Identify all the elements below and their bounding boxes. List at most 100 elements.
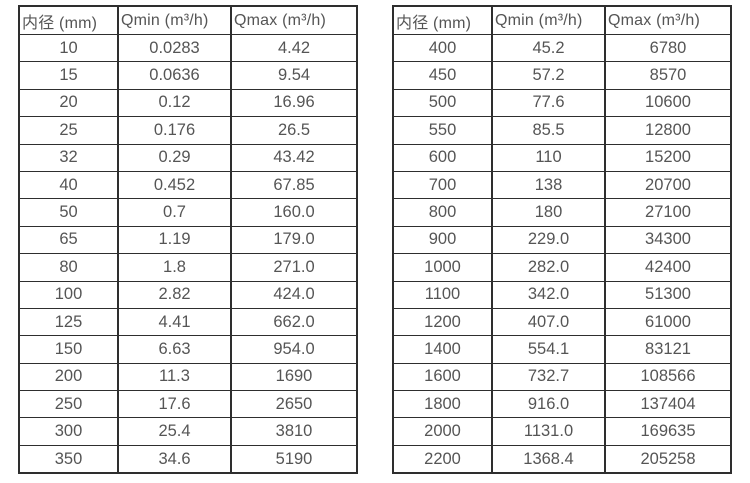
cell-qmin: 25.4 <box>117 417 232 446</box>
cell-qmax: 662.0 <box>230 307 358 337</box>
cell-inner-diameter: 15 <box>18 61 119 90</box>
cell-qmin: 57.2 <box>491 61 606 90</box>
table-row: 200 11.3 1690 <box>18 362 358 392</box>
cell-qmin: 11.3 <box>117 362 232 392</box>
cell-inner-diameter: 550 <box>392 116 493 145</box>
cell-qmin: 0.176 <box>117 116 232 145</box>
table-row: 1200 407.0 61000 <box>392 307 732 337</box>
header-qmax: Qmax (m³/h) <box>604 5 732 35</box>
table-row: 20 0.12 16.96 <box>18 88 358 118</box>
cell-inner-diameter: 400 <box>392 33 493 63</box>
cell-qmin: 110 <box>491 143 606 172</box>
cell-qmax: 42400 <box>604 253 732 282</box>
cell-qmin: 0.0636 <box>117 61 232 90</box>
cell-qmax: 169635 <box>604 417 732 446</box>
cell-qmax: 4.42 <box>230 33 358 63</box>
cell-qmax: 9.54 <box>230 61 358 90</box>
cell-qmin: 732.7 <box>491 362 606 392</box>
cell-inner-diameter: 125 <box>18 307 119 337</box>
table-row: 1600 732.7 108566 <box>392 362 732 392</box>
table-row: 550 85.5 12800 <box>392 116 732 145</box>
cell-qmax: 10600 <box>604 88 732 118</box>
table-row: 65 1.19 179.0 <box>18 225 358 255</box>
cell-qmin: 916.0 <box>491 390 606 419</box>
cell-qmin: 554.1 <box>491 335 606 364</box>
flow-table-small-diameters: 内径 (mm) Qmin (m³/h) Qmax (m³/h) 10 0.0283 4.… <box>18 5 358 475</box>
cell-inner-diameter: 600 <box>392 143 493 172</box>
cell-inner-diameter: 800 <box>392 198 493 227</box>
cell-qmax: 8570 <box>604 61 732 90</box>
cell-qmin: 17.6 <box>117 390 232 419</box>
table-row: 15 0.0636 9.54 <box>18 61 358 90</box>
cell-qmax: 12800 <box>604 116 732 145</box>
table-body: 400 45.2 6780 450 57.2 8570 500 77.6 10600 550 85.… <box>392 33 732 474</box>
table-row: 2200 1368.4 205258 <box>392 444 732 474</box>
cell-qmin: 6.63 <box>117 335 232 364</box>
cell-qmax: 51300 <box>604 280 732 309</box>
cell-qmin: 0.0283 <box>117 33 232 63</box>
cell-qmax: 5190 <box>230 444 358 474</box>
cell-qmin: 0.452 <box>117 170 232 200</box>
cell-inner-diameter: 350 <box>18 444 119 474</box>
cell-inner-diameter: 1400 <box>392 335 493 364</box>
cell-qmin: 180 <box>491 198 606 227</box>
cell-inner-diameter: 10 <box>18 33 119 63</box>
cell-inner-diameter: 500 <box>392 88 493 118</box>
cell-qmax: 67.85 <box>230 170 358 200</box>
table-row: 2000 1131.0 169635 <box>392 417 732 446</box>
table-row: 800 180 27100 <box>392 198 732 227</box>
cell-inner-diameter: 25 <box>18 116 119 145</box>
cell-qmax: 179.0 <box>230 225 358 255</box>
table-row: 150 6.63 954.0 <box>18 335 358 364</box>
cell-qmin: 0.7 <box>117 198 232 227</box>
table-row: 100 2.82 424.0 <box>18 280 358 309</box>
table-row: 400 45.2 6780 <box>392 33 732 63</box>
cell-qmax: 137404 <box>604 390 732 419</box>
header-qmin: Qmin (m³/h) <box>491 5 606 35</box>
table-row: 500 77.6 10600 <box>392 88 732 118</box>
cell-qmax: 16.96 <box>230 88 358 118</box>
table-row: 450 57.2 8570 <box>392 61 732 90</box>
cell-qmin: 138 <box>491 170 606 200</box>
cell-qmin: 1131.0 <box>491 417 606 446</box>
cell-qmin: 1.8 <box>117 253 232 282</box>
cell-qmax: 20700 <box>604 170 732 200</box>
cell-inner-diameter: 150 <box>18 335 119 364</box>
cell-qmax: 108566 <box>604 362 732 392</box>
table-body: 10 0.0283 4.42 15 0.0636 9.54 20 0.12 16.96 25 0.1… <box>18 33 358 474</box>
cell-qmax: 1690 <box>230 362 358 392</box>
cell-qmax: 205258 <box>604 444 732 474</box>
cell-qmin: 85.5 <box>491 116 606 145</box>
table-row: 600 110 15200 <box>392 143 732 172</box>
table-row: 1100 342.0 51300 <box>392 280 732 309</box>
table-row: 300 25.4 3810 <box>18 417 358 446</box>
cell-qmax: 26.5 <box>230 116 358 145</box>
table-row: 250 17.6 2650 <box>18 390 358 419</box>
cell-inner-diameter: 2000 <box>392 417 493 446</box>
cell-inner-diameter: 100 <box>18 280 119 309</box>
cell-inner-diameter: 32 <box>18 143 119 172</box>
table-row: 900 229.0 34300 <box>392 225 732 255</box>
cell-qmin: 229.0 <box>491 225 606 255</box>
cell-qmax: 3810 <box>230 417 358 446</box>
table-header: 内径 (mm) Qmin (m³/h) Qmax (m³/h) <box>392 5 732 35</box>
table-row: 125 4.41 662.0 <box>18 307 358 337</box>
table-row: 50 0.7 160.0 <box>18 198 358 227</box>
cell-qmax: 6780 <box>604 33 732 63</box>
header-qmin: Qmin (m³/h) <box>117 5 232 35</box>
table-row: 700 138 20700 <box>392 170 732 200</box>
table-row: 350 34.6 5190 <box>18 444 358 474</box>
cell-inner-diameter: 700 <box>392 170 493 200</box>
cell-inner-diameter: 1800 <box>392 390 493 419</box>
cell-qmin: 0.29 <box>117 143 232 172</box>
cell-qmax: 271.0 <box>230 253 358 282</box>
table-row: 25 0.176 26.5 <box>18 116 358 145</box>
cell-qmin: 4.41 <box>117 307 232 337</box>
cell-qmax: 27100 <box>604 198 732 227</box>
table-row: 80 1.8 271.0 <box>18 253 358 282</box>
cell-inner-diameter: 450 <box>392 61 493 90</box>
table-row: 32 0.29 43.42 <box>18 143 358 172</box>
table-row: 1400 554.1 83121 <box>392 335 732 364</box>
cell-qmax: 34300 <box>604 225 732 255</box>
cell-qmin: 2.82 <box>117 280 232 309</box>
